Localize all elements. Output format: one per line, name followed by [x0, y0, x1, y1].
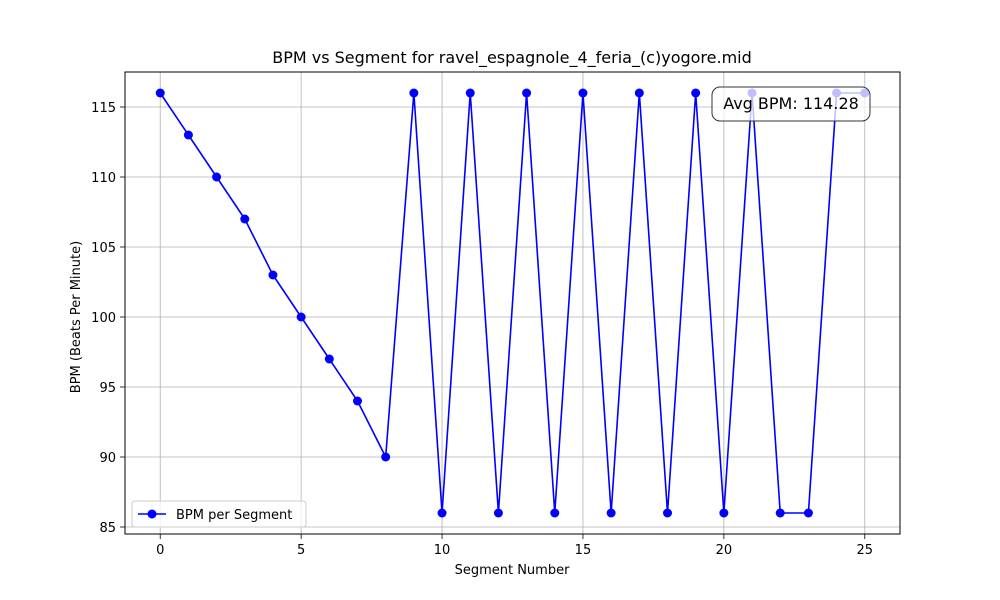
- x-axis-ticks: 0 5 10 15 20 25: [156, 534, 873, 558]
- data-point: [183, 130, 193, 140]
- data-point: [803, 508, 813, 518]
- data-point: [606, 508, 616, 518]
- x-tick-label: 25: [856, 543, 873, 558]
- data-point: [691, 88, 701, 98]
- data-point: [240, 214, 250, 224]
- x-tick-label: 15: [575, 543, 592, 558]
- legend: BPM per Segment: [131, 500, 307, 528]
- annotation-box: [711, 86, 871, 122]
- series-group: [155, 88, 870, 518]
- x-tick-label: 0: [156, 543, 164, 558]
- data-point: [550, 508, 560, 518]
- chart-title: BPM vs Segment for ravel_espagnole_4_fer…: [272, 48, 752, 68]
- legend-marker-swatch: [147, 509, 157, 519]
- y-tick-label: 100: [91, 311, 116, 326]
- data-point: [296, 312, 306, 322]
- data-point: [775, 508, 785, 518]
- x-tick-label: 20: [716, 543, 733, 558]
- legend-label: BPM per Segment: [176, 508, 292, 523]
- data-point: [663, 508, 672, 518]
- y-axis-label: BPM (Beats Per Minute): [69, 241, 84, 393]
- y-tick-label: 110: [91, 171, 116, 186]
- y-tick-label: 90: [99, 451, 116, 466]
- y-tick-label: 105: [91, 241, 116, 256]
- x-tick-label: 10: [434, 543, 451, 558]
- data-point: [353, 396, 362, 406]
- grid-lines: [125, 72, 900, 534]
- data-point: [634, 88, 644, 98]
- series-line: [159, 92, 865, 514]
- y-tick-label: 95: [99, 381, 116, 396]
- data-point: [719, 508, 729, 518]
- axes-frame: [124, 71, 901, 535]
- data-point: [268, 270, 278, 280]
- data-point: [465, 88, 475, 98]
- data-point: [324, 354, 334, 364]
- plot-area-border: [124, 71, 901, 535]
- y-tick-label: 115: [91, 101, 116, 116]
- y-axis-ticks: 85 90 95 100 105 110 115: [91, 101, 125, 536]
- legend-box: [131, 500, 307, 528]
- x-axis-label: Segment Number: [455, 563, 571, 578]
- annotation-text: Avg BPM: 114.28: [723, 94, 859, 113]
- y-tick-label: 85: [99, 521, 116, 536]
- data-point: [381, 452, 391, 462]
- data-point: [493, 508, 503, 518]
- data-point: [437, 508, 447, 518]
- x-tick-label: 5: [297, 543, 305, 558]
- data-point: [212, 172, 222, 182]
- data-point: [409, 88, 419, 98]
- data-point: [522, 88, 532, 98]
- avg-bpm-annotation: Avg BPM: 114.28: [711, 86, 871, 122]
- data-point: [578, 88, 588, 98]
- data-point: [155, 88, 165, 98]
